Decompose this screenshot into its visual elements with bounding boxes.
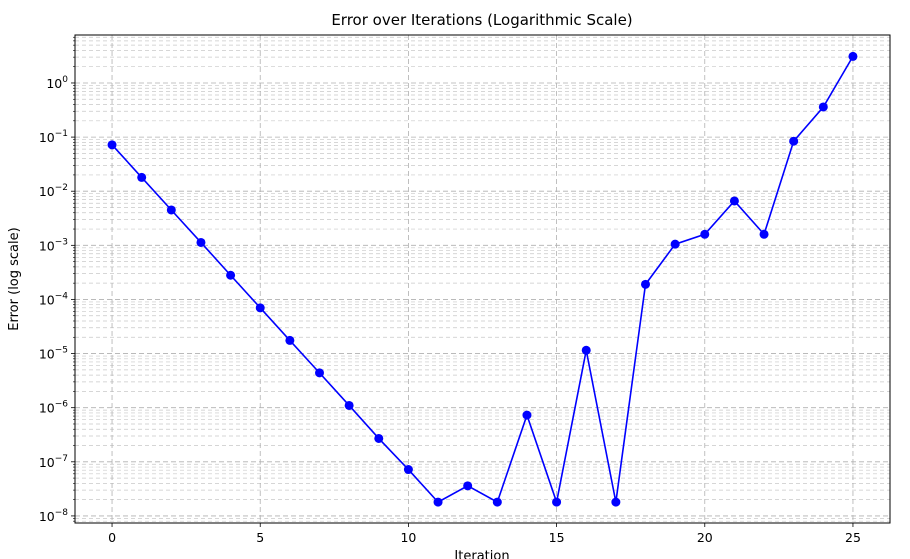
data-point	[492, 497, 502, 507]
x-tick-label: 0	[108, 530, 116, 545]
x-tick-label: 15	[549, 530, 565, 545]
y-tick-label: 10−1	[39, 129, 68, 145]
data-point	[255, 303, 265, 313]
plot-frame	[74, 34, 891, 524]
data-point	[196, 237, 206, 247]
y-tick-label: 10−5	[39, 346, 68, 362]
data-point	[315, 368, 324, 378]
y-axis: 10−8 10−7 10−6 10−5 10−4 10−3 10−2 10−1 100	[39, 36, 75, 524]
data-point	[166, 205, 176, 215]
data-point	[789, 136, 799, 146]
data-point	[581, 345, 591, 355]
data-point	[137, 172, 147, 182]
series-line	[111, 55, 854, 506]
x-axis-label: Iteration	[454, 549, 509, 559]
data-point	[226, 270, 236, 280]
data-point	[522, 410, 532, 420]
x-tick-label: 5	[256, 530, 264, 545]
data-point	[700, 229, 710, 239]
data-point	[759, 229, 769, 239]
data-point	[552, 497, 562, 507]
y-tick-label: 100	[46, 75, 68, 91]
data-point	[611, 497, 621, 507]
data-point	[818, 102, 828, 112]
y-axis-label: Error (log scale)	[7, 227, 22, 330]
data-point	[285, 335, 295, 345]
data-point	[729, 196, 739, 206]
data-point	[374, 433, 384, 443]
x-tick-label: 25	[845, 530, 861, 545]
data-point	[344, 400, 354, 410]
x-tick-label: 20	[697, 530, 713, 545]
y-tick-label: 10−7	[39, 454, 68, 470]
data-point	[670, 239, 680, 249]
y-tick-label: 10−6	[39, 400, 68, 416]
data-point	[641, 279, 650, 289]
grid	[75, 35, 890, 523]
y-tick-label: 10−4	[39, 291, 68, 307]
data-point	[403, 465, 413, 475]
data-point	[107, 140, 117, 150]
data-point	[848, 51, 858, 61]
x-axis: 0 5 10 15 20 25	[108, 523, 861, 545]
y-tick-label: 10−2	[39, 183, 68, 199]
y-tick-label: 10−3	[39, 237, 68, 253]
chart-title: Error over Iterations (Logarithmic Scale…	[331, 11, 632, 29]
series-layer	[107, 51, 858, 507]
data-point	[463, 481, 473, 491]
x-tick-label: 10	[400, 530, 416, 545]
y-tick-label: 10−8	[39, 508, 68, 524]
data-point	[433, 497, 443, 507]
